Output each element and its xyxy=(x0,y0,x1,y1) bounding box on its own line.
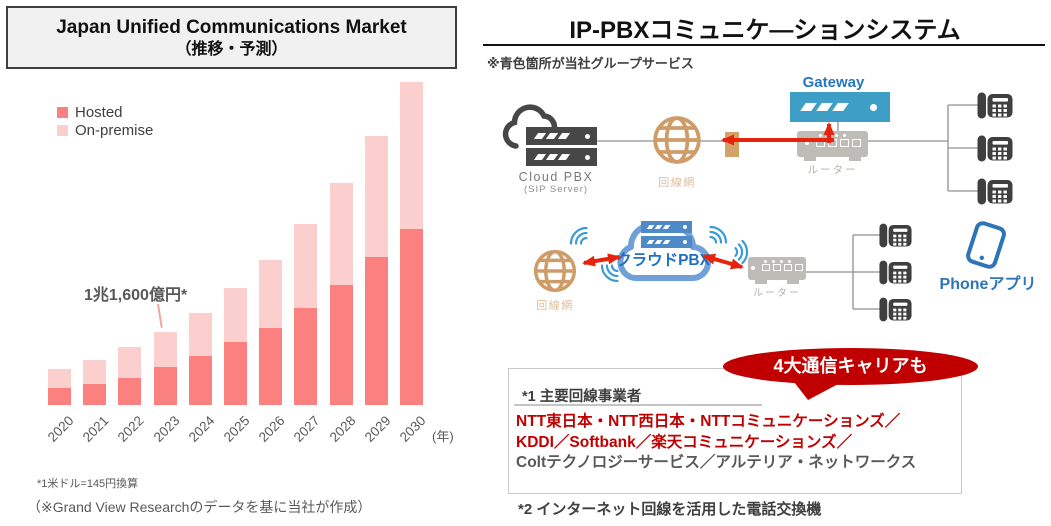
wifi-signal-icon xyxy=(600,264,619,283)
chart-footnote-source: （※Grand View Researchのデータを基に当社が作成） xyxy=(27,499,372,515)
globe-strokes xyxy=(653,116,701,164)
dark-cloud-icon xyxy=(502,104,558,149)
wifi-arcs xyxy=(709,225,728,244)
bar-2023-hosted xyxy=(154,366,177,405)
carriers-line-1: NTT東日本・NTT西日本・NTTコミュニケーションズ／ xyxy=(516,413,901,430)
carrier-badge: 4大通信キャリアも xyxy=(723,348,978,385)
cloud-outline xyxy=(502,104,558,149)
legend-item-on-premise: On-premise xyxy=(57,121,153,139)
router-label-mid: ルーター xyxy=(753,288,801,299)
legend-swatch-on-premise xyxy=(57,124,68,136)
gateway-icon xyxy=(790,92,890,122)
network-label-mid: 回線網 xyxy=(536,300,574,312)
title-underline xyxy=(483,44,1045,46)
router-icon-mid xyxy=(748,257,806,284)
sip-server-icon-1 xyxy=(526,127,597,145)
carriers-heading-rule xyxy=(514,404,762,406)
left-chart-title-line2: （推移・予測） xyxy=(175,40,288,58)
router-ports xyxy=(797,139,868,147)
gateway-label: Gateway xyxy=(802,74,865,91)
smartphone-icon xyxy=(966,221,1006,269)
sip-server-icon-2 xyxy=(526,148,597,166)
cloud-pbx-jp-label: クラウドPBX xyxy=(616,252,710,269)
carriers-line-2: KDDI／Softbank／楽天コミュニケーションズ／ xyxy=(516,433,853,451)
bar-2029-on-premise xyxy=(365,136,388,258)
bar-2029-hosted xyxy=(365,257,388,405)
router-icon-top xyxy=(797,131,868,161)
bar-2027-on-premise xyxy=(294,224,317,309)
globe-strokes xyxy=(533,249,577,293)
desk-phone-icon xyxy=(977,134,1013,168)
bar-2026-on-premise xyxy=(259,259,282,328)
wifi-arcs xyxy=(600,264,619,283)
sip-server-label: (SIP Server) xyxy=(523,184,589,195)
wifi-signal-icon xyxy=(569,226,588,245)
legend-label-hosted: Hosted xyxy=(75,103,123,121)
desk-phone-icon xyxy=(879,296,912,328)
wifi-arcs xyxy=(569,226,588,245)
network-globe-icon-top xyxy=(653,116,701,164)
router-label-top: ルーター xyxy=(807,164,858,176)
cloud-pbx-label: Cloud PBX xyxy=(518,170,594,184)
carriers-box xyxy=(508,368,962,494)
desk-phone-icon xyxy=(879,222,912,254)
bar-2022-hosted xyxy=(118,377,141,405)
right-footnote: *2 インターネット回線を活用した電話交換機 xyxy=(518,501,822,518)
desk-phone-glyph xyxy=(977,178,1013,205)
carriers-list: NTT東日本・NTT西日本・NTTコミュニケーションズ／ KDDI／Softba… xyxy=(516,412,956,474)
bar-2023-on-premise xyxy=(154,332,177,367)
network-globe-icon-mid xyxy=(533,249,577,293)
bar-2024-hosted xyxy=(189,355,212,405)
bar-2027-hosted xyxy=(294,308,317,405)
left-chart-title-line1: Japan Unified Communications Market xyxy=(56,16,407,38)
carriers-line-3: Coltテクノロジーサービス／アルテリア・ネットワークス xyxy=(516,454,917,471)
home-button xyxy=(979,255,985,261)
chart-footnote-exchange-rate: *1米ドル=145円換算 xyxy=(37,478,139,490)
carriers-heading: *1 主要回線事業者 xyxy=(522,389,642,405)
router-leds xyxy=(797,134,868,137)
desk-phone-glyph xyxy=(879,297,912,322)
bar-2021-hosted xyxy=(83,383,106,405)
desk-phone-glyph xyxy=(977,135,1013,162)
legend-item-hosted: Hosted xyxy=(57,103,153,121)
bar-2030-hosted xyxy=(400,228,423,405)
chart-annotation: 1兆1,600億円* xyxy=(84,287,188,304)
desk-phone-icon xyxy=(977,177,1013,211)
chart-legend: Hosted On-premise xyxy=(57,103,153,139)
bar-2025-on-premise xyxy=(224,288,247,343)
bar-2020-on-premise xyxy=(48,369,71,388)
tan-terminal-block xyxy=(725,132,739,157)
bar-2028-hosted xyxy=(330,285,353,405)
network-label-top: 回線網 xyxy=(658,177,696,189)
bar-2022-on-premise xyxy=(118,347,141,378)
bar-2030-on-premise xyxy=(400,81,423,229)
left-chart-title-box: Japan Unified Communications Market （推移・… xyxy=(6,6,457,69)
legend-swatch-hosted xyxy=(57,106,68,118)
bar-2024-on-premise xyxy=(189,312,212,356)
right-panel-title: IP-PBXコミュニケ―ションシステム xyxy=(569,17,961,44)
phone-app-label: Phoneアプリ xyxy=(939,276,1037,293)
legend-label-on-premise: On-premise xyxy=(75,121,154,139)
bar-2021-on-premise xyxy=(83,360,106,384)
bar-2026-hosted xyxy=(259,327,282,405)
blue-note: ※青色箇所が当社グループサービス xyxy=(487,56,694,71)
router-ports xyxy=(748,264,806,271)
bar-2025-hosted xyxy=(224,342,247,405)
desk-phone-glyph xyxy=(977,92,1013,119)
phone-body xyxy=(966,221,1006,269)
cloud-server-icon-2 xyxy=(641,236,692,248)
bar-2020-hosted xyxy=(48,388,71,405)
bar-2028-on-premise xyxy=(330,183,353,286)
desk-phone-icon xyxy=(879,259,912,291)
wifi-signal-icon xyxy=(709,225,728,244)
cloud-server-icon-1 xyxy=(641,221,692,233)
router-leds xyxy=(748,260,806,263)
x-axis-unit-label: (年) xyxy=(432,429,454,444)
desk-phone-glyph xyxy=(879,223,912,248)
desk-phone-icon xyxy=(977,91,1013,125)
desk-phone-glyph xyxy=(879,260,912,285)
